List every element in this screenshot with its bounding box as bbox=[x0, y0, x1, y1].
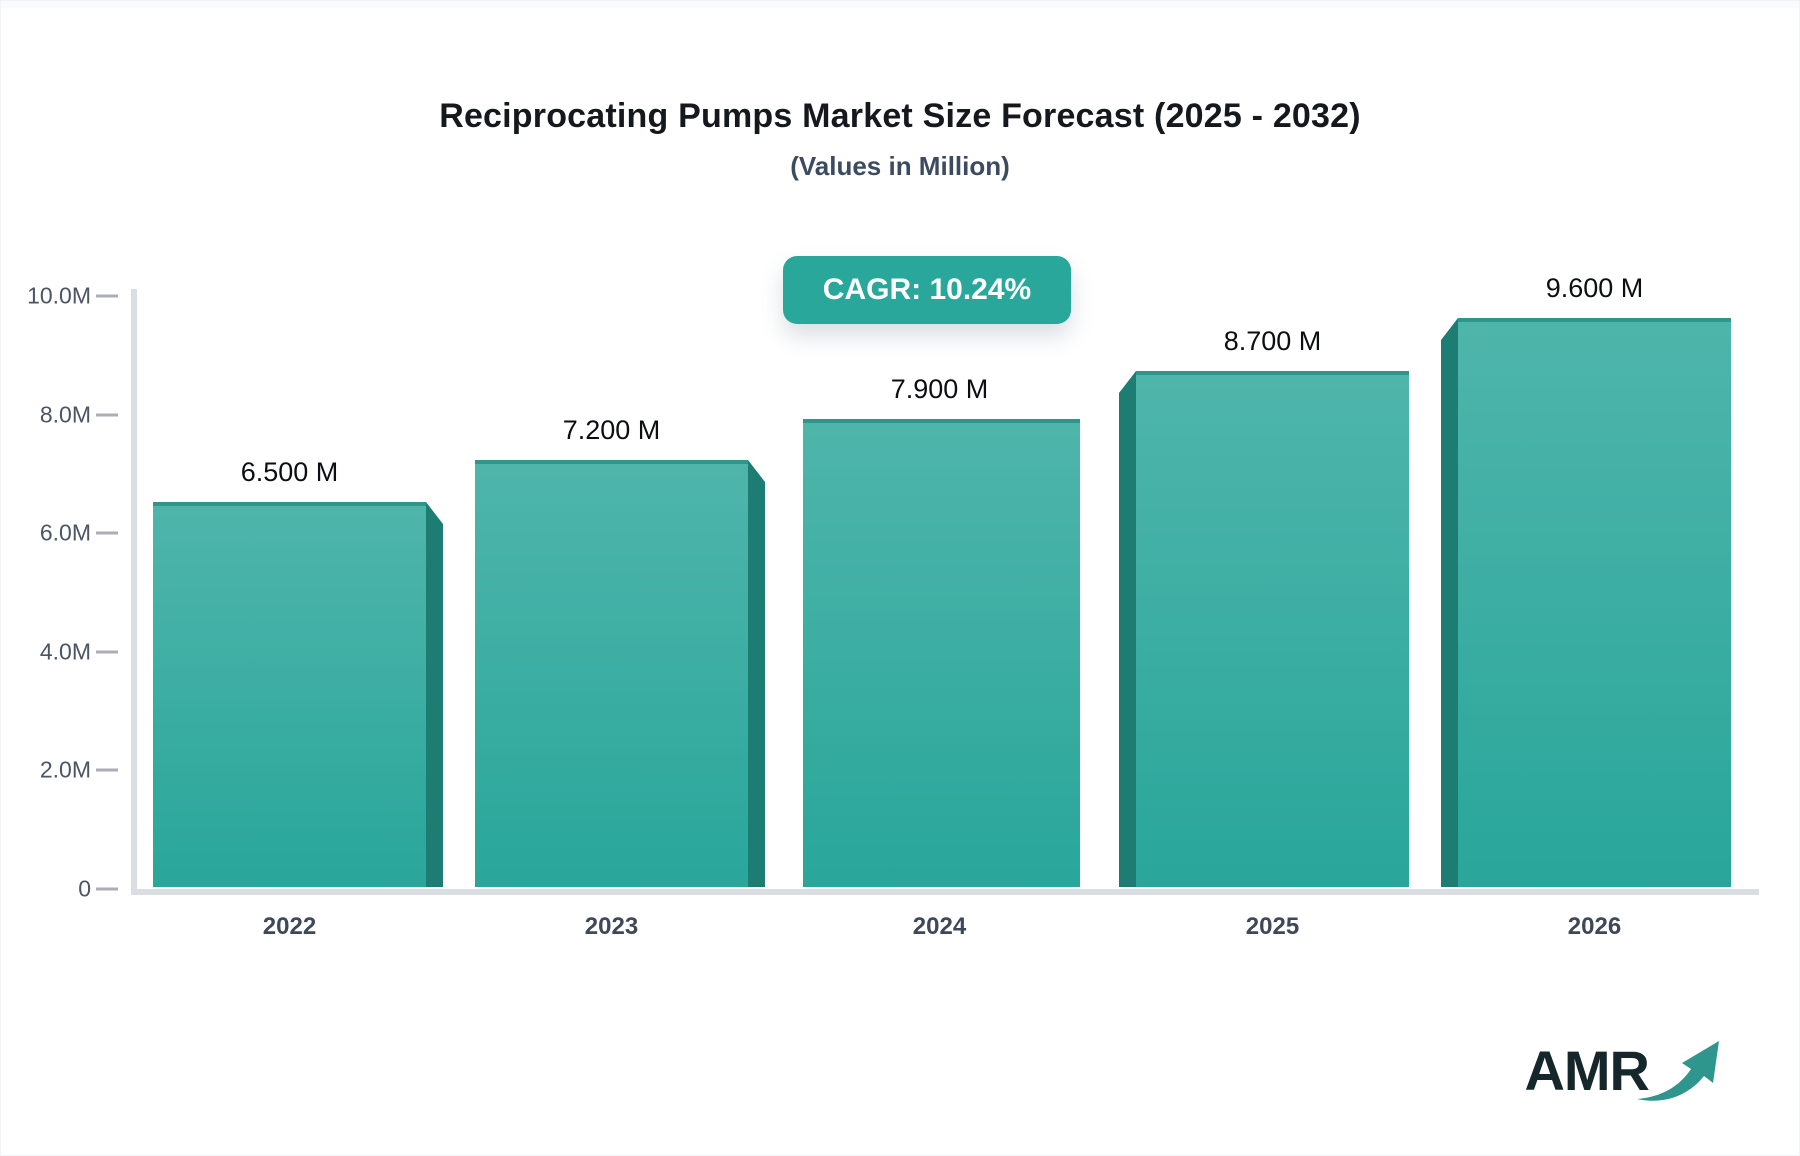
y-axis-tick-label: 2.0M bbox=[39, 756, 91, 783]
bar-2026-side-face bbox=[1441, 318, 1458, 887]
y-axis-line bbox=[131, 289, 137, 895]
y-axis-tick-mark bbox=[96, 887, 118, 891]
bar-value-label: 8.700 M bbox=[1223, 326, 1322, 356]
cagr-badge: CAGR: 10.24% bbox=[783, 256, 1071, 324]
x-axis-label: 2026 bbox=[1567, 913, 1622, 940]
bar-2025 bbox=[1136, 371, 1409, 887]
x-axis-line bbox=[131, 889, 1759, 895]
y-axis-tick-label: 0 bbox=[78, 875, 91, 902]
bar-2022-side-face bbox=[426, 502, 443, 887]
cagr-badge-label: CAGR: 10.24% bbox=[822, 273, 1032, 306]
x-axis-label: 2024 bbox=[912, 913, 967, 940]
amr-logo: AMR bbox=[1524, 1031, 1731, 1109]
y-axis-tick-mark bbox=[96, 650, 118, 654]
x-axis-label: 2025 bbox=[1245, 913, 1300, 940]
bar-2026 bbox=[1458, 318, 1731, 887]
bar-2025-side-face bbox=[1119, 371, 1136, 887]
y-axis-tick-label: 8.0M bbox=[39, 401, 91, 428]
bar-2022 bbox=[153, 502, 426, 887]
y-axis-tick-label: 6.0M bbox=[39, 519, 91, 546]
chart-subtitle: (Values in Million) bbox=[790, 151, 1010, 181]
bar-value-label: 7.200 M bbox=[562, 415, 661, 445]
bar-2023 bbox=[475, 460, 748, 887]
card-top-strip bbox=[1, 1, 1799, 8]
bar-value-label: 7.900 M bbox=[890, 374, 989, 404]
bar-2023-side-face bbox=[748, 460, 765, 887]
x-axis-label: 2023 bbox=[584, 913, 639, 940]
y-axis-tick-label: 10.0M bbox=[27, 282, 91, 309]
x-axis-label: 2022 bbox=[262, 913, 317, 940]
chart-title: Reciprocating Pumps Market Size Forecast… bbox=[439, 97, 1361, 135]
y-axis-tick-mark bbox=[96, 531, 118, 535]
amr-logo-text: AMR bbox=[1524, 1038, 1650, 1102]
bar-value-label: 6.500 M bbox=[240, 457, 339, 487]
bar-value-label: 9.600 M bbox=[1545, 273, 1644, 303]
y-axis-tick-mark bbox=[96, 413, 118, 417]
y-axis-tick-mark bbox=[96, 768, 118, 772]
y-axis-tick-label: 4.0M bbox=[39, 638, 91, 665]
y-axis-tick-mark bbox=[96, 294, 118, 298]
growth-arrow-icon bbox=[1637, 1041, 1719, 1101]
bar-2024 bbox=[803, 419, 1080, 887]
